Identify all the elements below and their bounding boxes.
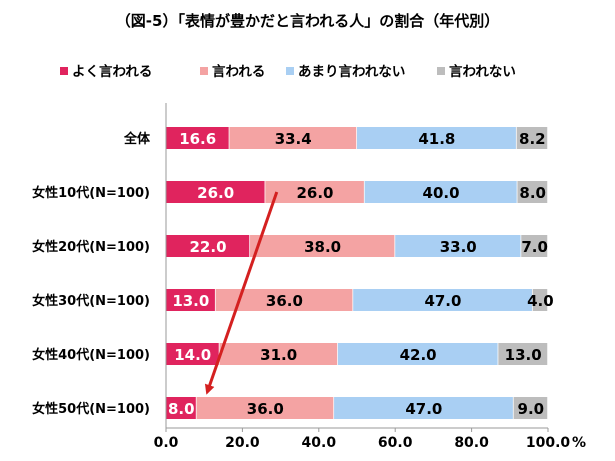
category-label: 女性50代(N=100)	[32, 401, 150, 417]
data-label: 4.0	[527, 292, 554, 310]
data-label: 8.2	[519, 130, 546, 148]
data-label: 36.0	[247, 400, 284, 418]
legend-swatch	[286, 67, 294, 75]
bar-segment	[337, 343, 499, 365]
data-label: 22.0	[190, 238, 227, 256]
bar-segment	[513, 397, 548, 419]
legend-swatch	[60, 67, 68, 75]
data-label: 47.0	[424, 292, 461, 310]
data-label: 42.0	[400, 346, 437, 364]
bar-segment	[166, 343, 220, 365]
data-label: 40.0	[423, 184, 460, 202]
x-tick-label: 80.0	[454, 435, 489, 451]
bar-segment	[517, 181, 548, 203]
bar-segment	[166, 127, 230, 149]
data-label: 26.0	[296, 184, 333, 202]
data-label: 47.0	[405, 400, 442, 418]
data-label: 26.0	[197, 184, 234, 202]
bar-segment	[250, 235, 396, 257]
data-label: 13.0	[505, 346, 542, 364]
bar-segment	[353, 289, 533, 311]
plot-area: 全体 16.6 33.4 41.8 8.2 女性10代(N=100) 26.0 26.0 40.…	[32, 127, 554, 419]
bar-segment	[219, 343, 338, 365]
legend-label: 言われない	[449, 63, 516, 80]
bar-segment	[334, 397, 514, 419]
data-label: 13.0	[172, 292, 209, 310]
bar-segment	[498, 343, 548, 365]
x-tick-label: 40.0	[302, 435, 337, 451]
legend-label: あまり言われない	[298, 63, 405, 80]
chart-title: （図-5）「表情が豊かだと言われる人」の割合（年代別）	[115, 12, 500, 30]
category-label: 全体	[123, 131, 151, 147]
data-label: 36.0	[266, 292, 303, 310]
bar-segment	[229, 127, 357, 149]
legend-swatch	[200, 67, 208, 75]
bar-segment	[521, 235, 548, 257]
data-label: 14.0	[174, 346, 211, 364]
bar-segment	[215, 289, 354, 311]
bar-segment	[395, 235, 522, 257]
data-label: 8.0	[519, 184, 546, 202]
data-label: 9.0	[518, 400, 545, 418]
x-axis: 0.0 20.0 40.0 60.0 80.0 100.0%	[154, 103, 586, 451]
category-label: 女性40代(N=100)	[32, 347, 150, 363]
data-label: 38.0	[304, 238, 341, 256]
legend: よく言われる 言われる あまり言われない 言われない	[60, 63, 516, 80]
category-label: 女性20代(N=100)	[32, 239, 150, 255]
x-tick-label: 100.0	[526, 435, 571, 451]
data-label: 7.0	[521, 238, 548, 256]
bar-segment	[265, 181, 365, 203]
category-label: 女性30代(N=100)	[32, 293, 150, 309]
bar-segment	[357, 127, 517, 149]
data-label: 33.4	[275, 130, 312, 148]
legend-label: 言われる	[212, 63, 265, 80]
bar-segment	[166, 235, 251, 257]
x-tick-label: 20.0	[225, 435, 260, 451]
data-label: 8.0	[168, 400, 195, 418]
data-label: 41.8	[418, 130, 455, 148]
bar-segment	[532, 289, 548, 311]
bar-segment	[196, 397, 335, 419]
bar-segment	[516, 127, 548, 149]
bar-segment	[166, 181, 266, 203]
data-label: 31.0	[260, 346, 297, 364]
trend-arrow	[204, 191, 279, 395]
category-label: 女性10代(N=100)	[32, 185, 150, 201]
bar-segment	[364, 181, 518, 203]
data-label: 33.0	[440, 238, 477, 256]
legend-swatch	[437, 67, 445, 75]
bar-segment	[166, 397, 197, 419]
legend-label: よく言われる	[72, 63, 152, 80]
annotation-layer	[204, 191, 279, 395]
data-label: 16.6	[179, 130, 216, 148]
bar-segment	[166, 289, 216, 311]
x-tick-label: 0.0	[154, 435, 179, 451]
x-tick-label: 60.0	[378, 435, 413, 451]
x-axis-unit: %	[572, 435, 586, 451]
